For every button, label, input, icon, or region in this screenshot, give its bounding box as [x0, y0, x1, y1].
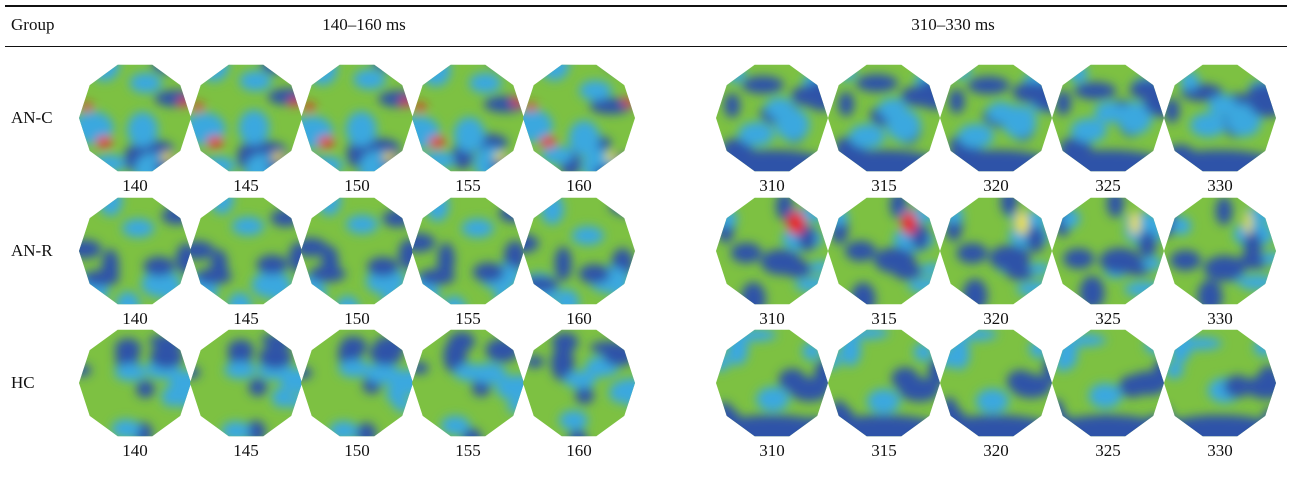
time-label: 330 — [1207, 309, 1233, 328]
topographic-map — [716, 195, 828, 307]
time-label: 145 — [233, 441, 259, 460]
time-label: 325 — [1095, 309, 1121, 328]
time-label: 145 — [233, 176, 259, 195]
topographic-map — [1164, 62, 1276, 174]
window-header-early: 140–160 ms — [322, 15, 406, 34]
time-label: 315 — [871, 441, 897, 460]
topographic-map — [940, 62, 1052, 174]
topographic-map — [79, 195, 191, 307]
topographic-map — [828, 327, 940, 439]
topographic-map — [190, 62, 302, 174]
topographic-map — [940, 327, 1052, 439]
time-label: 320 — [983, 309, 1009, 328]
topographic-map — [940, 195, 1052, 307]
topographic-map — [412, 195, 524, 307]
time-label: 160 — [566, 441, 592, 460]
time-label: 140 — [122, 441, 148, 460]
time-label: 140 — [122, 309, 148, 328]
time-label: 310 — [759, 176, 785, 195]
time-label: 315 — [871, 176, 897, 195]
time-label: 145 — [233, 309, 259, 328]
topographic-map — [523, 195, 635, 307]
top-rule — [5, 5, 1287, 7]
time-label: 320 — [983, 176, 1009, 195]
time-label: 160 — [566, 309, 592, 328]
topographic-map — [190, 327, 302, 439]
topographic-map — [301, 327, 413, 439]
topographic-map — [828, 62, 940, 174]
time-label: 150 — [344, 309, 370, 328]
topographic-map — [828, 195, 940, 307]
time-label: 150 — [344, 176, 370, 195]
topographic-map — [301, 195, 413, 307]
time-label: 325 — [1095, 441, 1121, 460]
topographic-map — [523, 327, 635, 439]
topographic-map — [301, 62, 413, 174]
topographic-map — [1164, 327, 1276, 439]
topographic-map — [523, 62, 635, 174]
time-label: 325 — [1095, 176, 1121, 195]
topographic-map — [716, 62, 828, 174]
topographic-map — [716, 327, 828, 439]
time-label: 310 — [759, 441, 785, 460]
topographic-map — [1052, 62, 1164, 174]
time-label: 155 — [455, 309, 481, 328]
time-label: 330 — [1207, 441, 1233, 460]
time-label: 320 — [983, 441, 1009, 460]
topographic-map — [1052, 327, 1164, 439]
topographic-map — [190, 195, 302, 307]
time-label: 315 — [871, 309, 897, 328]
group-label: AN-R — [11, 241, 53, 260]
topographic-map — [1052, 195, 1164, 307]
time-label: 160 — [566, 176, 592, 195]
time-label: 150 — [344, 441, 370, 460]
time-label: 140 — [122, 176, 148, 195]
time-label: 310 — [759, 309, 785, 328]
time-label: 155 — [455, 441, 481, 460]
topographic-map — [412, 62, 524, 174]
topographic-map — [412, 327, 524, 439]
header-rule — [5, 46, 1287, 47]
topographic-map — [79, 62, 191, 174]
group-label: AN-C — [11, 108, 53, 127]
topographic-map — [79, 327, 191, 439]
window-header-late: 310–330 ms — [911, 15, 995, 34]
time-label: 155 — [455, 176, 481, 195]
group-label: HC — [11, 373, 35, 392]
topographic-map — [1164, 195, 1276, 307]
time-label: 330 — [1207, 176, 1233, 195]
group-column-header: Group — [11, 15, 55, 34]
